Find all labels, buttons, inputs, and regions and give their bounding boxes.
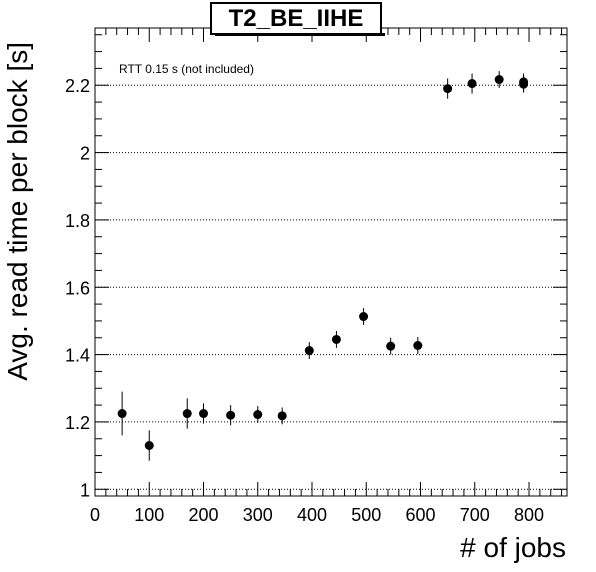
x-tick-label: 100 (134, 505, 164, 525)
y-tick-label: 1.6 (65, 278, 90, 298)
data-point (519, 79, 529, 89)
y-tick-label: 2.2 (65, 76, 90, 96)
y-tick-label: 2 (80, 144, 90, 164)
x-tick-label: 300 (243, 505, 273, 525)
data-point (359, 312, 369, 322)
data-point (144, 440, 154, 450)
x-tick-label: 700 (460, 505, 490, 525)
x-tick-label: 200 (188, 505, 218, 525)
data-point (226, 410, 236, 420)
y-tick-label: 1.2 (65, 413, 90, 433)
data-point (467, 79, 477, 89)
x-axis-label: # of jobs (460, 532, 566, 563)
tick-labels: 1 1.2 1.4 1.6 1.8 2 2.2 0 100 200 300 400 500 600 700 8… (65, 76, 544, 525)
axis-ticks (94, 28, 567, 496)
data-point (277, 411, 287, 421)
x-tick-label: 400 (297, 505, 327, 525)
grid-lines (95, 84, 567, 490)
data-point (304, 346, 314, 356)
data-point (182, 409, 192, 419)
data-point (199, 409, 209, 419)
data-point (331, 334, 341, 344)
data-point (386, 341, 396, 351)
data-point (413, 340, 423, 350)
y-axis-label: Avg. read time per block [s] (2, 42, 33, 381)
data-points (117, 71, 529, 461)
plot-frame (94, 27, 568, 497)
y-tick-label: 1.4 (65, 346, 90, 366)
x-tick-label: 0 (90, 505, 100, 525)
x-tick-label: 500 (351, 505, 381, 525)
rtt-annotation: RTT 0.15 s (not included) (119, 62, 254, 76)
data-point (117, 409, 127, 419)
y-tick-label: 1.8 (65, 211, 90, 231)
data-point (443, 84, 453, 94)
chart-title: T2_BE_IIHE (210, 2, 385, 36)
x-tick-label: 600 (405, 505, 435, 525)
y-tick-label: 1 (80, 480, 90, 500)
chart-title-text: T2_BE_IIHE (228, 4, 364, 32)
x-tick-label: 800 (514, 505, 544, 525)
data-point (494, 75, 504, 85)
data-point (253, 410, 263, 420)
